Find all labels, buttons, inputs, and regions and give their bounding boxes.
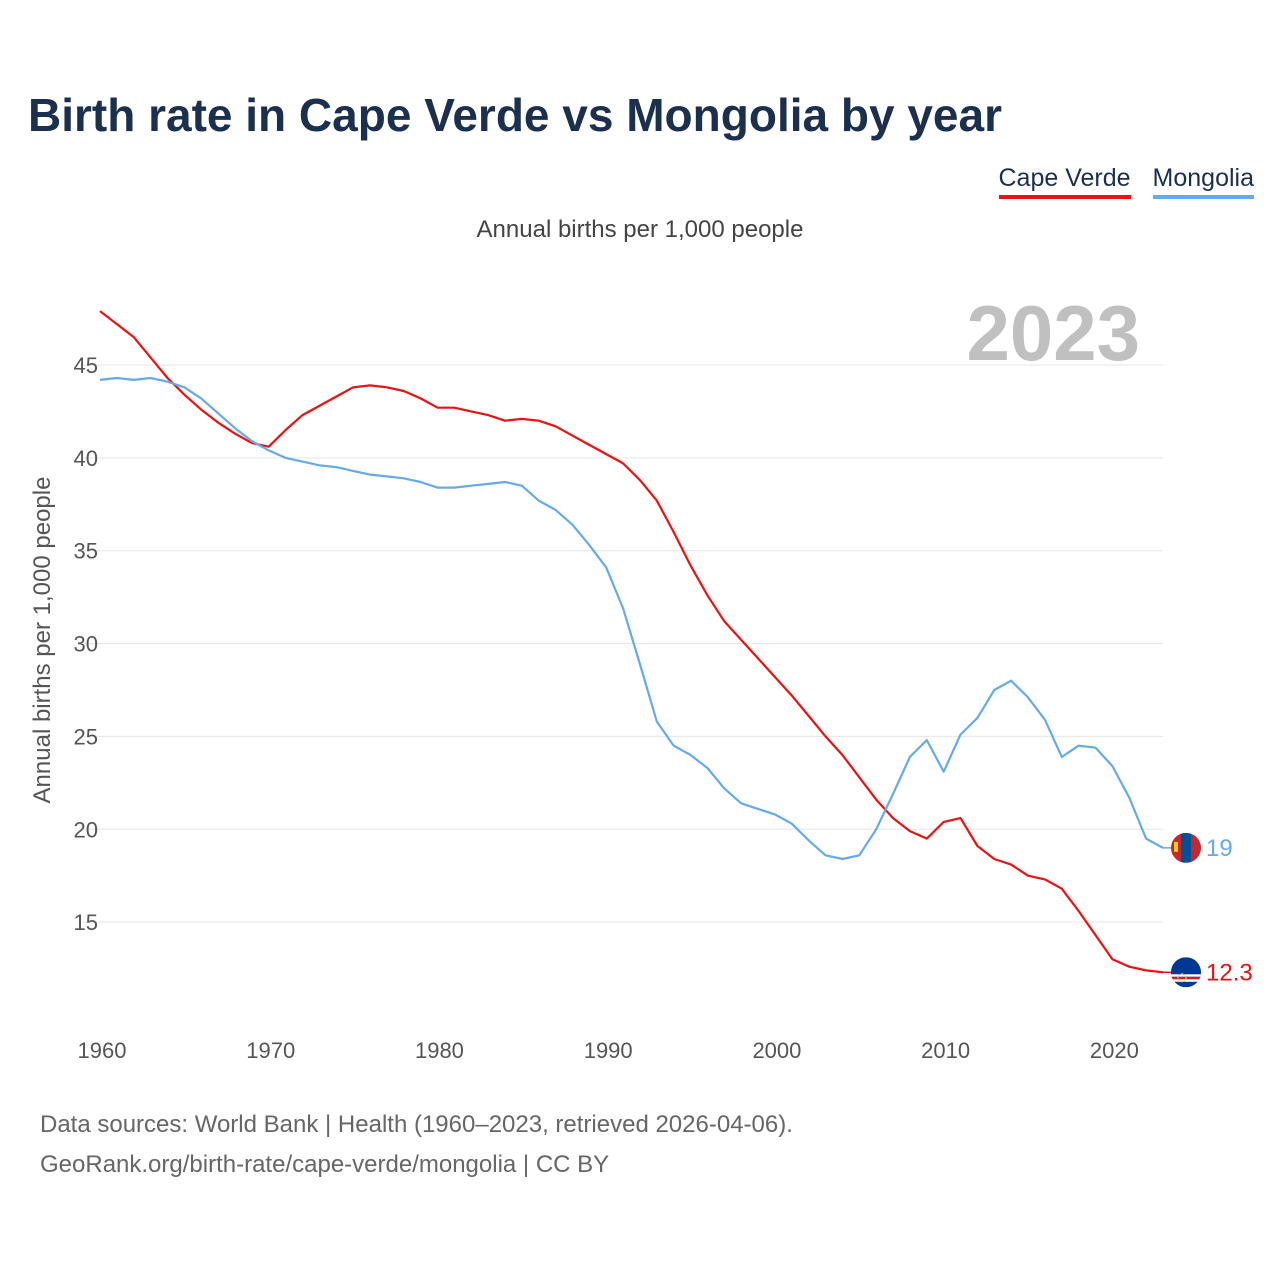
y-tick-label: 30 xyxy=(74,632,98,657)
series-lines xyxy=(99,310,1172,974)
y-tick-label: 25 xyxy=(74,724,98,749)
chart-subtitle: Annual births per 1,000 people xyxy=(476,216,804,243)
end-label-cape-verde: 12.3 xyxy=(1206,959,1253,986)
y-tick-label: 45 xyxy=(74,353,98,378)
x-axis-ticks: 1960 1970 1980 1990 2000 2010 2020 xyxy=(78,1038,1139,1063)
x-tick-label: 2010 xyxy=(921,1038,970,1063)
footer-sources: Data sources: World Bank | Health (1960–… xyxy=(40,1111,793,1138)
cape-verde-flag-icon xyxy=(1171,957,1201,988)
x-tick-label: 2000 xyxy=(752,1038,801,1063)
grid-lines xyxy=(82,364,1163,923)
series-line-mongolia xyxy=(99,376,1164,861)
x-tick-label: 1960 xyxy=(78,1038,127,1063)
x-tick-label: 1970 xyxy=(246,1038,295,1063)
legend: Cape Verde Mongolia xyxy=(998,164,1254,199)
y-axis-label: Annual births per 1,000 people xyxy=(29,477,56,804)
x-tick-label: 1980 xyxy=(415,1038,464,1063)
series-line-cape-verde xyxy=(99,310,1164,974)
footer: Data sources: World Bank | Health (1960–… xyxy=(40,1105,793,1185)
x-tick-label: 2020 xyxy=(1090,1038,1139,1063)
y-tick-label: 15 xyxy=(74,910,98,935)
end-flags xyxy=(1171,832,1201,988)
y-tick-label: 40 xyxy=(74,446,98,471)
year-label: 2023 xyxy=(966,289,1140,377)
mongolia-flag-icon xyxy=(1171,832,1201,863)
chart-title: Birth rate in Cape Verde vs Mongolia by … xyxy=(28,89,1002,141)
legend-item-mongolia[interactable]: Mongolia xyxy=(1152,164,1254,199)
y-axis-ticks: 15 20 25 30 35 40 45 xyxy=(74,353,98,935)
line-chart: 15 20 25 30 35 40 45 1960 1970 1980 1990 2000 2010 2… xyxy=(29,289,1253,1063)
footer-link[interactable]: GeoRank.org/birth-rate/cape-verde/mongol… xyxy=(40,1151,610,1178)
legend-item-cape-verde[interactable]: Cape Verde xyxy=(998,164,1131,199)
end-label-mongolia: 19 xyxy=(1206,835,1233,862)
x-tick-label: 1990 xyxy=(584,1038,633,1063)
y-tick-label: 35 xyxy=(74,539,98,564)
y-tick-label: 20 xyxy=(74,817,98,842)
